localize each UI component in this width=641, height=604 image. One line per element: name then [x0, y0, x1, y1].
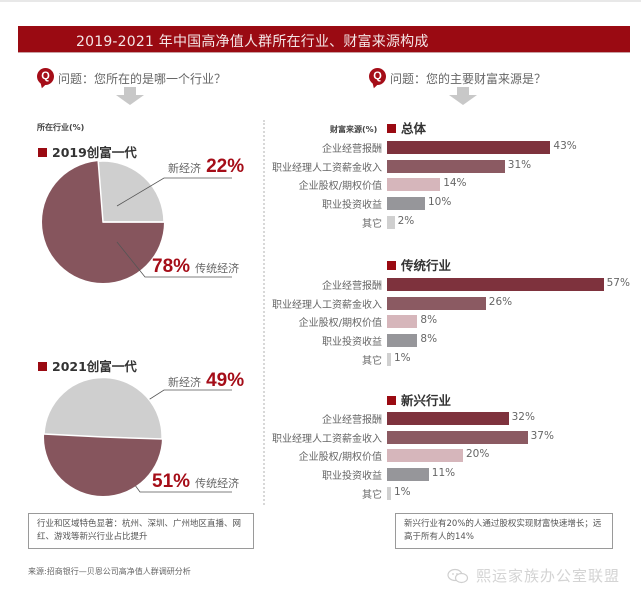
- bar-investment-income: [387, 468, 429, 482]
- bar-label-manager-salary: 职业经理人工资薪金收入: [272, 433, 382, 445]
- pie-2021-title: 2021创富一代: [38, 356, 137, 375]
- bar-other: [387, 215, 395, 229]
- pie-2019-title: 2019创富一代: [38, 142, 137, 161]
- bar-value-manager-salary: 31%: [507, 158, 532, 171]
- bar-value-other: 2%: [397, 214, 415, 227]
- legend-square-icon: [387, 396, 396, 405]
- pie-chart-2021: [43, 376, 163, 496]
- bar-manager-salary: [387, 296, 486, 310]
- bar-value-equity-options: 14%: [443, 177, 467, 190]
- bar-label-investment-income: 职业投资收益: [322, 200, 382, 212]
- bar-value-investment-income: 8%: [420, 333, 438, 346]
- pie-2019-trad-label: 78% 传统经济: [152, 256, 240, 277]
- pie-slice-new-economy: [97, 160, 165, 223]
- pie-slice-new-economy: [43, 376, 163, 440]
- page-title: 2019-2021 年中国高净值人群所在行业、财富来源构成: [76, 34, 429, 50]
- top-border: [0, 0, 641, 2]
- pie-2021-trad-label: 51% 传统经济: [152, 471, 240, 492]
- left-question: 问题：您所在的是哪一个行业？: [58, 72, 227, 86]
- bar-value-manager-salary: 26%: [488, 295, 513, 308]
- wechat-icon: [447, 568, 469, 584]
- bar-value-investment-income: 11%: [431, 467, 456, 480]
- bar-investment-income: [387, 334, 418, 348]
- bar-label-investment-income: 职业投资收益: [322, 337, 382, 349]
- industry-note-box: 行业和区域特色显著：杭州、深圳、广州地区直播、网红、游戏等新兴行业占比提升: [28, 513, 254, 549]
- bar-equity-options: [387, 178, 441, 192]
- bar-value-equity-options: 20%: [466, 448, 490, 461]
- down-arrow-icon: [449, 87, 477, 107]
- q-badge-icon: Q: [37, 68, 54, 85]
- column-divider: [263, 120, 265, 505]
- pie-2019-new-label: 新经济 22%: [168, 156, 245, 177]
- right-question: 问题：您的主要财富来源是？: [390, 72, 547, 86]
- group-overall-title: 总体: [387, 118, 426, 137]
- bar-value-investment-income: 10%: [428, 196, 452, 209]
- bar-manager-salary: [387, 159, 505, 173]
- wealth-note-box: 新兴行业有20%的人通过股权实现财富快速增长；远高于所有人的14%: [395, 513, 613, 549]
- bar-investment-income: [387, 197, 425, 211]
- bar-other: [387, 352, 391, 366]
- bar-value-other: 1%: [394, 485, 411, 498]
- pie-chart-2019: [42, 160, 165, 283]
- legend-square-icon: [387, 261, 396, 270]
- bar-business-income: [387, 412, 509, 425]
- watermark-text: 熙运家族办公室联盟: [476, 567, 621, 585]
- bar-manager-salary: [387, 430, 528, 444]
- down-arrow-icon: [116, 87, 144, 107]
- group-emerging-title: 新兴行业: [387, 390, 451, 409]
- bar-label-business-income: 企业经营报酬: [322, 415, 382, 426]
- bar-label-other: 其它: [362, 355, 382, 367]
- bar-label-manager-salary: 职业经理人工资薪金收入: [272, 162, 382, 174]
- bar-label-other: 其它: [362, 489, 382, 501]
- wealth-axis-label: 财富来源(%): [330, 125, 378, 134]
- bar-label-business-income: 企业经营报酬: [322, 281, 382, 292]
- legend-square-icon: [38, 148, 47, 157]
- bar-equity-options: [387, 449, 463, 463]
- legend-square-icon: [38, 362, 47, 371]
- bar-value-business-income: 32%: [511, 411, 535, 423]
- bar-label-equity-options: 企业股权/期权价值: [298, 318, 382, 330]
- pie-2021-new-label: 新经济 49%: [168, 370, 245, 391]
- bar-business-income: [387, 141, 551, 154]
- bar-value-business-income: 43%: [553, 140, 577, 152]
- bar-label-business-income: 企业经营报酬: [322, 144, 382, 155]
- bar-value-manager-salary: 37%: [530, 429, 554, 442]
- bar-label-manager-salary: 职业经理人工资薪金收入: [272, 299, 382, 311]
- bar-label-equity-options: 企业股权/期权价值: [298, 452, 382, 464]
- title-bar: 2019-2021 年中国高净值人群所在行业、财富来源构成: [18, 26, 630, 53]
- bar-value-other: 1%: [394, 351, 411, 364]
- bar-business-income: [387, 278, 604, 291]
- group-traditional-title: 传统行业: [387, 255, 451, 274]
- bar-equity-options: [387, 315, 418, 329]
- source-text: 来源:招商银行—贝恩公司高净值人群调研分析: [28, 567, 191, 576]
- bar-value-equity-options: 8%: [420, 314, 438, 327]
- industry-axis-label: 所在行业(%): [37, 123, 85, 132]
- bar-label-other: 其它: [362, 218, 382, 230]
- q-badge-icon: Q: [369, 68, 386, 85]
- bar-label-equity-options: 企业股权/期权价值: [298, 181, 382, 193]
- bar-other: [387, 486, 391, 500]
- bar-label-investment-income: 职业投资收益: [322, 471, 382, 483]
- legend-square-icon: [387, 124, 396, 133]
- bar-value-business-income: 57%: [606, 277, 630, 289]
